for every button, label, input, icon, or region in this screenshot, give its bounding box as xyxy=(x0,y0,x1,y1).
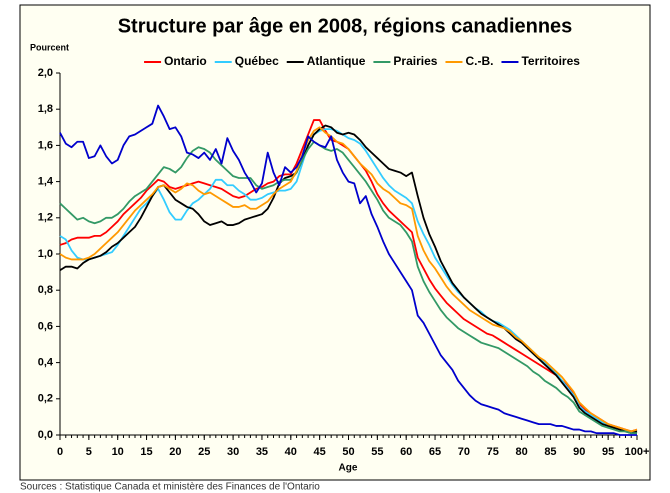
y-tick-label: 1,6 xyxy=(38,139,53,151)
x-tick-label: 65 xyxy=(429,446,441,458)
x-tick-label: 60 xyxy=(400,446,412,458)
x-tick-label: 5 xyxy=(86,446,92,458)
legend-label: Prairies xyxy=(393,54,437,68)
y-tick-label: 0,6 xyxy=(38,320,53,332)
y-tick-label: 1,2 xyxy=(38,212,53,224)
x-tick-label: 15 xyxy=(140,446,152,458)
legend-label: Territoires xyxy=(521,54,580,68)
x-tick-label: 55 xyxy=(371,446,383,458)
series-line xyxy=(59,126,638,433)
y-tick-label: 0,2 xyxy=(38,393,53,405)
y-tick-label: 2,0 xyxy=(38,67,53,79)
legend-label: Ontario xyxy=(164,54,207,68)
x-tick-label: 90 xyxy=(573,446,585,458)
x-tick-label: 35 xyxy=(256,446,268,458)
x-tick-label: 25 xyxy=(198,446,210,458)
x-tick-label: 10 xyxy=(112,446,124,458)
x-tick-label: 80 xyxy=(515,446,527,458)
y-axis-label: Pourcent xyxy=(30,42,69,52)
x-tick-label: 85 xyxy=(544,446,556,458)
x-tick-label: 20 xyxy=(169,446,181,458)
x-tick-label: 70 xyxy=(458,446,470,458)
y-tick-label: 1,8 xyxy=(38,103,53,115)
x-tick-label: 0 xyxy=(57,446,63,458)
y-tick-label: 0,4 xyxy=(38,357,54,369)
x-tick-label: 30 xyxy=(227,446,239,458)
source-note: Sources : Statistique Canada et ministèr… xyxy=(20,482,320,493)
legend-label: Atlantique xyxy=(307,54,366,68)
x-tick-label: 50 xyxy=(342,446,354,458)
y-tick-label: 1,0 xyxy=(38,248,53,260)
legend-label: Québec xyxy=(235,54,279,68)
y-tick-label: 0,8 xyxy=(38,284,53,296)
y-tick-label: 1,4 xyxy=(38,176,54,188)
x-tick-label: 40 xyxy=(285,446,297,458)
chart-title: Structure par âge en 2008, régions canad… xyxy=(118,15,573,37)
series-line xyxy=(59,104,637,436)
chart-frame xyxy=(19,4,651,481)
y-tick-label: 0,0 xyxy=(38,429,53,441)
x-axis-label: Age xyxy=(339,463,358,474)
x-tick-label: 75 xyxy=(487,446,499,458)
legend-label: C.-B. xyxy=(465,54,493,68)
series-line xyxy=(59,140,637,435)
x-tick-label: 95 xyxy=(602,446,614,458)
x-tick-label: 45 xyxy=(314,446,326,458)
x-tick-label: 100+ xyxy=(625,446,650,458)
